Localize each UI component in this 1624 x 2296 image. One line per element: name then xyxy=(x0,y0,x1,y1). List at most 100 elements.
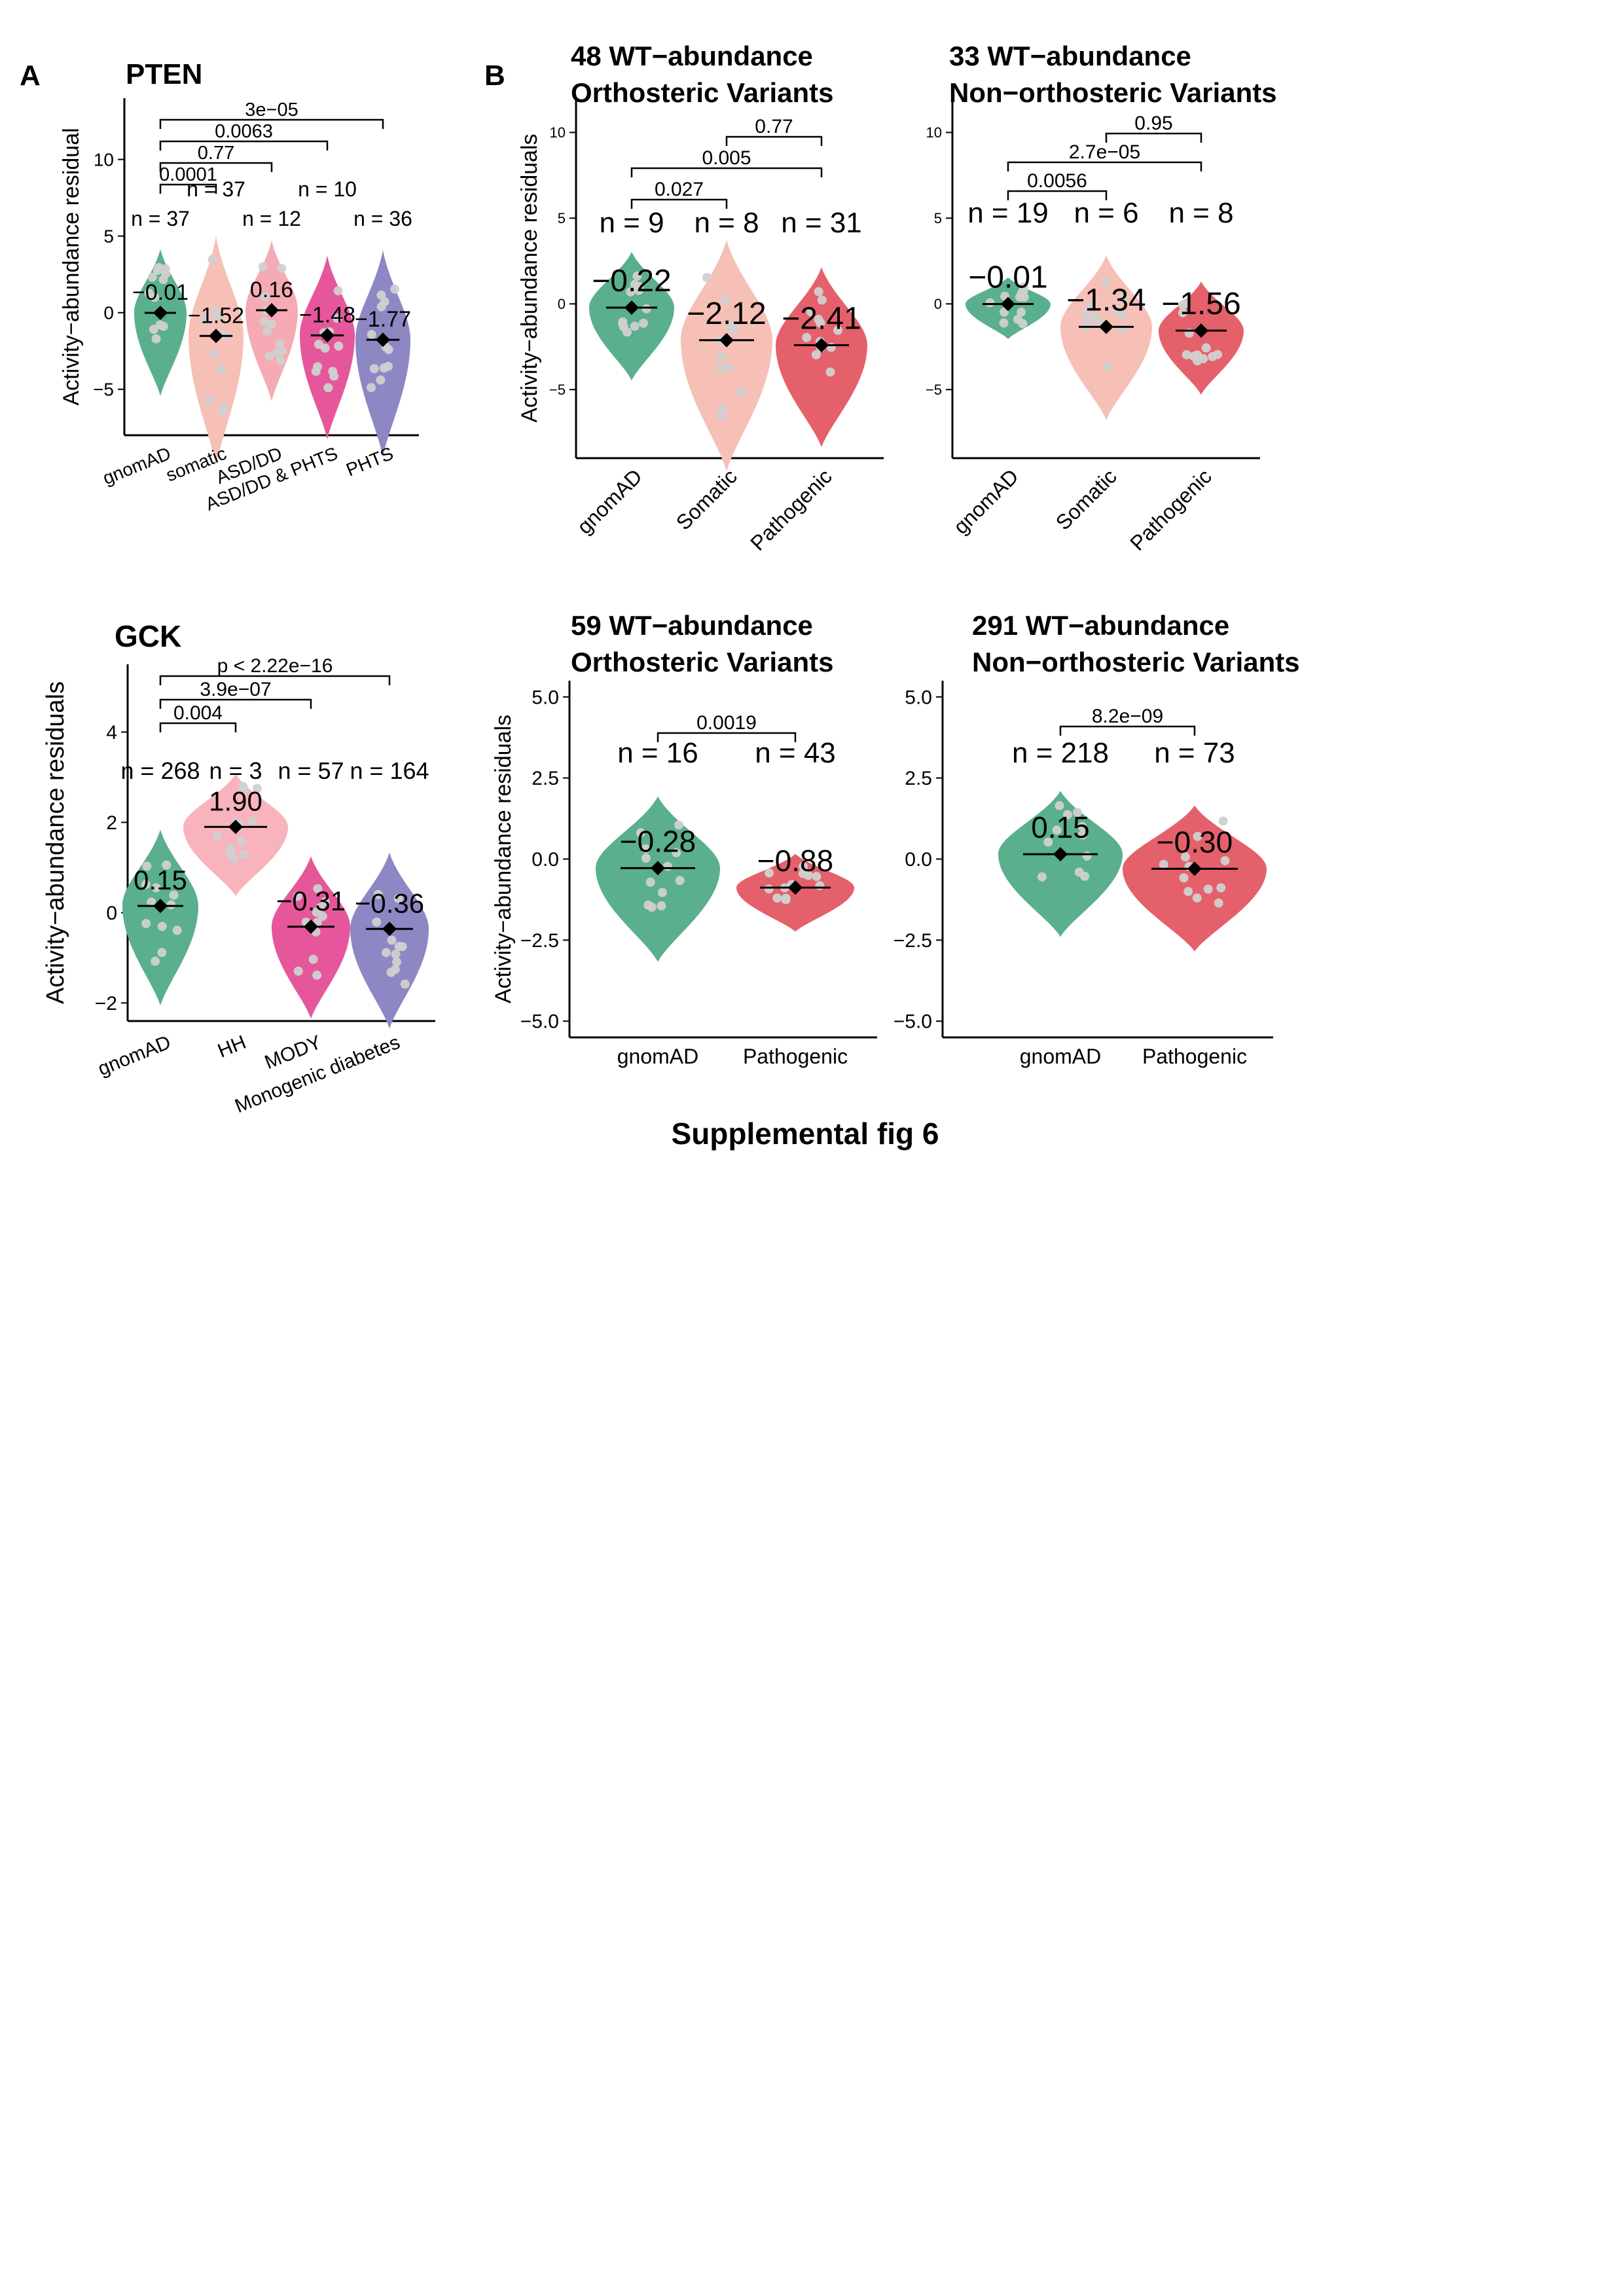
chart-title: Orthosteric Variants xyxy=(571,77,833,108)
data-point xyxy=(702,272,712,282)
significance-bracket xyxy=(1059,725,1196,736)
data-point xyxy=(392,957,402,967)
chart-title: 48 WT−abundance xyxy=(571,41,813,71)
n-label: n = 36 xyxy=(353,207,412,230)
n-label: n = 73 xyxy=(1154,737,1235,769)
y-tick-label: −2 xyxy=(95,993,117,1014)
significance-bracket xyxy=(159,162,273,172)
mean-marker xyxy=(153,899,168,914)
data-point xyxy=(1193,831,1202,841)
x-tick-label: HH xyxy=(215,1031,249,1062)
data-point xyxy=(1220,856,1230,866)
n-label: n = 19 xyxy=(967,197,1049,229)
data-point xyxy=(674,820,684,830)
significance-bracket xyxy=(159,140,329,151)
y-tick-label: −5.0 xyxy=(893,1011,932,1033)
data-point xyxy=(262,327,272,336)
data-point xyxy=(213,311,223,321)
figure-caption: Supplemental fig 6 xyxy=(671,1117,939,1151)
data-point xyxy=(1203,884,1213,894)
data-point xyxy=(147,272,157,282)
y-tick-label: 2.5 xyxy=(905,768,932,789)
data-point xyxy=(641,304,651,314)
significance-bracket xyxy=(725,135,823,146)
mean-label: −0.01 xyxy=(968,260,1047,295)
data-point xyxy=(312,970,322,980)
significance-bracket xyxy=(1105,132,1202,143)
p-value-label: p < 2.22e−16 xyxy=(217,655,333,677)
data-point xyxy=(1201,343,1211,353)
y-axis-label: Activity−abundance residuals xyxy=(517,134,542,422)
p-value-label: 3e−05 xyxy=(245,99,298,120)
violin-pathogenic xyxy=(776,267,867,448)
data-point xyxy=(272,348,282,357)
data-point xyxy=(764,884,774,894)
p-value-label: 0.77 xyxy=(198,143,234,164)
data-point xyxy=(397,942,407,952)
data-point xyxy=(630,321,640,331)
n-label: n = 31 xyxy=(781,207,862,239)
p-value-label: 0.0063 xyxy=(215,121,273,142)
x-tick-label: gnomAD xyxy=(100,443,174,489)
p-value-label: 0.005 xyxy=(702,147,751,169)
data-point xyxy=(204,395,214,404)
data-point xyxy=(259,262,268,272)
data-point xyxy=(717,404,727,414)
data-point xyxy=(765,868,774,878)
y-tick-label: −5 xyxy=(93,380,114,400)
data-point xyxy=(716,351,726,361)
data-point xyxy=(657,888,667,897)
data-point xyxy=(636,828,645,838)
data-point xyxy=(1119,294,1128,304)
data-point xyxy=(816,318,825,328)
data-point xyxy=(1052,825,1062,835)
data-point xyxy=(391,950,401,960)
data-point xyxy=(772,893,782,903)
y-tick-label: 10 xyxy=(926,124,942,141)
violin-gnomad xyxy=(596,796,720,962)
data-point xyxy=(726,323,736,332)
x-tick-label: gnomAD xyxy=(948,464,1022,538)
data-point xyxy=(1101,277,1111,287)
data-point xyxy=(632,271,642,281)
data-point xyxy=(147,897,156,907)
panel-label-a: A xyxy=(20,60,41,92)
violin-pathogenic xyxy=(1123,805,1267,952)
data-point xyxy=(1102,361,1112,371)
data-point xyxy=(817,295,827,305)
mean-marker xyxy=(1001,296,1015,312)
data-point xyxy=(1214,898,1223,908)
data-point xyxy=(367,383,376,393)
data-point xyxy=(208,255,217,264)
data-point xyxy=(641,853,651,863)
data-point xyxy=(724,363,734,372)
data-point xyxy=(275,339,285,349)
p-value-label: 0.95 xyxy=(1134,113,1172,134)
data-point xyxy=(276,356,285,366)
n-label: n = 43 xyxy=(755,737,836,769)
data-point xyxy=(261,293,270,302)
mean-marker xyxy=(382,922,397,937)
mean-marker xyxy=(304,919,318,934)
y-tick-label: 5 xyxy=(103,226,114,246)
data-point xyxy=(217,408,226,418)
n-label: n = 8 xyxy=(1168,197,1233,229)
chart-title: Orthosteric Variants xyxy=(571,647,833,677)
n-label: n = 6 xyxy=(1074,197,1138,229)
data-point xyxy=(293,891,302,901)
data-point xyxy=(814,287,823,296)
y-tick-label: −5.0 xyxy=(520,1011,559,1033)
data-point xyxy=(376,302,386,312)
violin-somatic xyxy=(1060,255,1152,420)
data-point xyxy=(259,317,269,327)
y-tick-label: −2.5 xyxy=(520,930,559,952)
mean-label: −1.34 xyxy=(1066,283,1146,317)
mean-label: −2.41 xyxy=(782,301,861,336)
data-point xyxy=(1062,810,1072,819)
data-point xyxy=(1083,314,1092,324)
mean-label: −0.88 xyxy=(757,844,833,878)
data-point xyxy=(675,876,685,886)
data-point xyxy=(154,262,164,272)
data-point xyxy=(367,330,376,340)
